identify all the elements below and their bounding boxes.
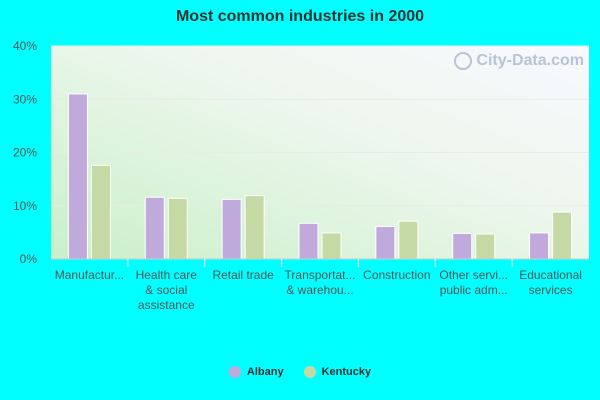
legend-item-kentucky: Kentucky [303, 366, 372, 378]
bar-albany [452, 232, 473, 260]
bar-kentucky [321, 232, 342, 260]
bar-kentucky [167, 197, 188, 260]
x-tick-label-line: Manufactur... [55, 268, 124, 282]
chart-title: Most common industries in 2000 [175, 8, 425, 25]
x-tick-label: Transportat... & warehou... [285, 268, 356, 297]
bar-albany [144, 196, 165, 260]
x-tick-label-line: Educational [519, 268, 582, 282]
x-tick-label: Manufactur... [55, 268, 124, 282]
legend-swatch-albany [228, 366, 241, 378]
watermark: City-Data.com [454, 52, 584, 70]
bar-albany [529, 232, 550, 260]
bar-albany [375, 226, 396, 260]
bar-kentucky [475, 233, 496, 260]
legend: Albany Kentucky [0, 366, 600, 378]
x-tick-label-line: Transportat... [285, 268, 356, 282]
x-tick-label-line: & warehou... [286, 283, 353, 297]
bar-kentucky [90, 164, 111, 260]
x-tick-label: Retail trade [212, 268, 274, 282]
x-tick-label: Other servi... public adm... [439, 268, 508, 297]
x-tick-label-line: Retail trade [212, 268, 274, 282]
x-tick-label: Construction [363, 268, 430, 282]
bar-kentucky [552, 211, 573, 260]
x-tick-label: Health care & social assistance [136, 268, 198, 312]
legend-label-kentucky: Kentucky [321, 366, 372, 378]
x-tick-label: Educational services [519, 268, 582, 297]
bar-albany [298, 222, 319, 260]
x-tick-label-line: & social [145, 283, 187, 297]
bar-kentucky [244, 195, 265, 260]
bar-albany [221, 198, 242, 260]
y-tick-label: 40% [13, 39, 37, 53]
x-tick-label-line: Other servi... [439, 268, 508, 282]
y-tick-label: 10% [13, 199, 37, 213]
x-tick-label-line: Health care [136, 268, 198, 282]
x-tick-label-line: public adm... [440, 283, 508, 297]
magnifier-icon [454, 52, 473, 70]
watermark-text: City-Data.com [476, 52, 584, 69]
legend-item-albany: Albany [228, 366, 284, 378]
y-tick-label: 20% [13, 146, 37, 160]
x-tick-label-line: Construction [363, 268, 430, 282]
bar-kentucky [398, 220, 419, 260]
legend-swatch-kentucky [303, 366, 316, 378]
x-tick-label-line: services [529, 283, 573, 297]
y-tick-label: 0% [20, 252, 38, 266]
legend-label-albany: Albany [246, 366, 284, 378]
y-tick-label: 30% [13, 92, 37, 106]
bar-albany [67, 93, 88, 260]
x-tick-label-line: assistance [138, 298, 195, 312]
